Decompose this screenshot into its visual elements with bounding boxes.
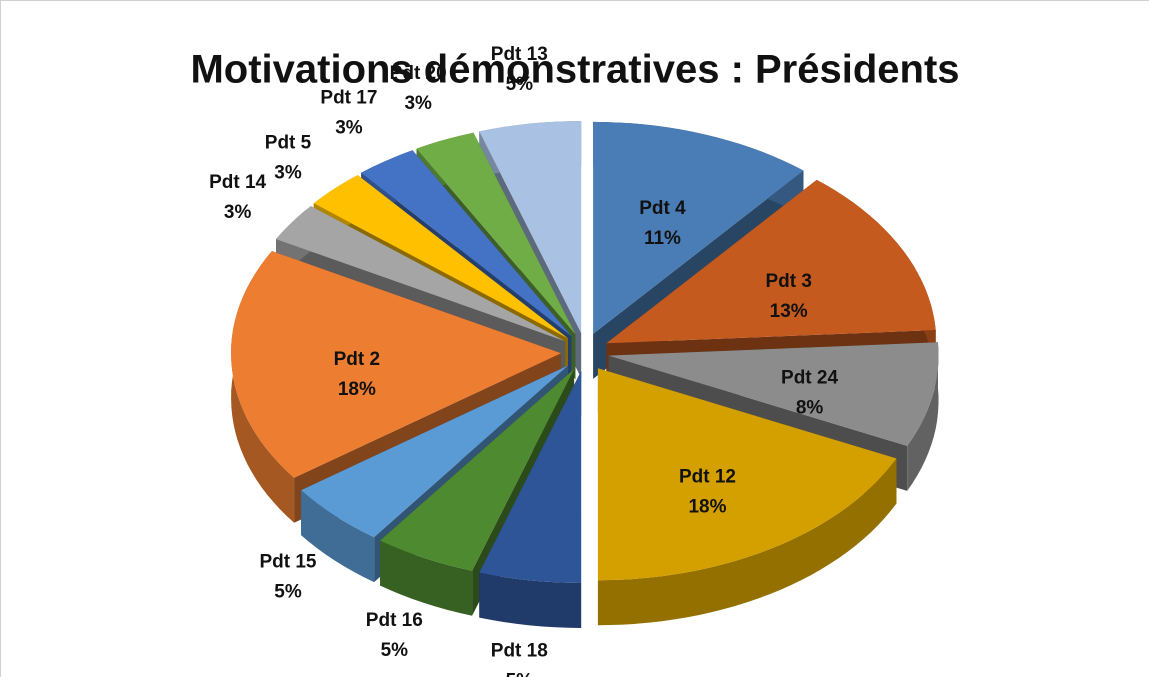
category-label: Pdt 14 (209, 172, 266, 193)
slice (416, 132, 576, 335)
category-label: Pdt 17 (320, 88, 377, 109)
category-label: Pdt 3 (765, 271, 811, 292)
category-label: Pdt 12 (679, 467, 736, 488)
slice (231, 251, 561, 478)
value-label: 18% (338, 379, 376, 400)
category-label: Pdt 2 (334, 349, 380, 370)
category-label: Pdt 15 (259, 551, 316, 572)
chart-title: Motivations démonstratives : Présidents (190, 48, 959, 92)
value-label: 8% (796, 398, 824, 419)
value-label: 11% (644, 228, 681, 249)
slice-side (597, 458, 897, 626)
slice (276, 206, 566, 342)
value-label: 3% (224, 202, 252, 223)
slice (479, 371, 582, 583)
slice (313, 175, 568, 339)
slice (593, 121, 804, 334)
category-label: Pdt 4 (639, 198, 686, 219)
slice (380, 369, 575, 571)
value-label: 18% (688, 497, 726, 518)
category-label: Pdt 5 (265, 133, 312, 154)
value-label: 5% (381, 640, 409, 661)
value-label: 3% (274, 163, 302, 184)
value-label: 3% (404, 93, 432, 114)
slice (606, 179, 936, 344)
value-label: 5% (506, 671, 534, 677)
category-label: Pdt 20 (390, 63, 447, 84)
slice-side (479, 572, 582, 628)
slice (479, 121, 582, 333)
slice (361, 150, 572, 337)
category-label: Pdt 13 (491, 44, 548, 65)
slice (301, 365, 568, 538)
value-label: 5% (506, 74, 534, 95)
slice-side (380, 540, 473, 616)
slice (608, 342, 939, 446)
value-label: 3% (335, 118, 363, 139)
slice-side (301, 490, 375, 583)
category-label: Pdt 24 (781, 368, 838, 389)
slice (597, 368, 897, 581)
value-label: 5% (274, 581, 302, 602)
value-label: 13% (770, 301, 808, 322)
slice-side (907, 342, 939, 491)
category-label: Pdt 18 (491, 641, 548, 662)
category-label: Pdt 16 (366, 610, 423, 631)
